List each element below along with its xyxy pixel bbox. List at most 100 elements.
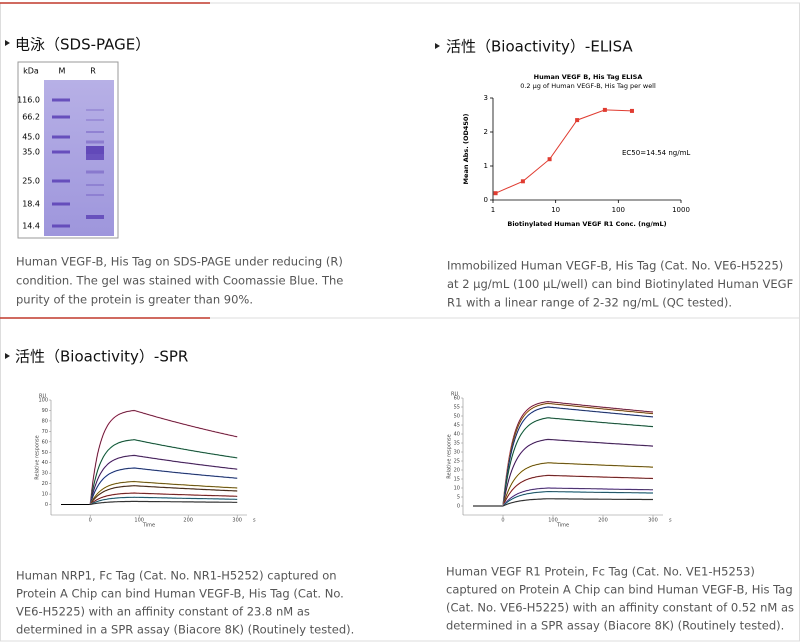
y-tick-label: 15 [454,477,460,483]
annotation: EC50=14.54 ng/mL [622,149,690,157]
y-tick-label: 50 [42,450,48,456]
y-tick-label: 80 [42,418,48,424]
sample-band [86,131,104,133]
response-curve [502,438,654,507]
fit-curve [89,439,238,505]
x-tick-label: 1 [491,206,495,214]
y-tick-label: 60 [42,439,48,445]
y-tick-label: 60 [454,396,460,402]
heading: 电泳（SDS-PAGE） [15,36,150,54]
fit-curve [89,467,238,505]
marker-label: 66.2 [22,113,40,122]
x-tick-label: 200 [183,518,193,524]
y-tick-label: 5 [457,495,460,501]
ladder-band [52,135,70,139]
x-unit: s [253,518,256,524]
caption: purity of the protein is greater than 90… [16,293,253,307]
fit-curve [502,439,654,507]
ladder-band [52,179,70,183]
marker-label: 45.0 [22,133,40,142]
caption: condition. The gel was stained with Coom… [16,274,343,288]
caption: (Cat. No. VE6-H5225) with an affinity co… [446,601,794,615]
caption: Human VEGF R1 Protein, Fc Tag (Cat. No. … [446,565,755,579]
y-tick-label: 10 [454,486,460,492]
point [547,157,552,162]
x-axis-label: Time [556,523,569,529]
y-tick-label: 0 [457,504,460,510]
y-tick-label: 55 [454,405,460,411]
x-unit: s [669,518,672,524]
lane-label: M [59,67,66,76]
x-axis-label: Biotinylated Human VEGF R1 Conc. (ng/mL) [507,220,666,228]
y-tick-label: 1 [484,162,488,170]
bullet [435,43,440,49]
x-tick-label: 100 [134,518,144,524]
x-tick-label: 0 [501,518,504,524]
bullet [5,40,10,46]
marker-label: 116.0 [17,96,40,105]
marker-label: 14.4 [22,222,40,231]
x-axis-label: Time [142,523,155,529]
lane-label: R [90,67,96,76]
y-tick-label: 20 [42,481,48,487]
caption: Human NRP1, Fc Tag (Cat. No. NR1-H5252) … [16,569,337,583]
sample-band [86,109,104,111]
y-tick-label: 40 [454,432,460,438]
y-axis-label: Relative response [35,435,41,479]
marker-label: 25.0 [22,177,40,186]
ladder-band [52,202,70,206]
fit-curve [502,401,654,507]
y-axis-label: Relative response [447,434,453,478]
fit-curve [89,410,238,505]
y-tick-label: 50 [454,414,460,420]
x-tick-label: 0 [89,518,92,524]
ladder-band [52,115,70,119]
caption: Human VEGF-B, His Tag on SDS-PAGE under … [16,255,343,269]
heading: 活性（Bioactivity）-SPR [15,348,188,366]
sample-band [86,215,104,219]
heading: 活性（Bioactivity）-ELISA [446,38,633,56]
y-tick-label: 0 [484,196,488,204]
x-tick-label: 1000 [672,206,690,214]
fit-curve [502,498,653,507]
fit-curve [502,487,653,507]
fit-curve [502,462,653,507]
y-tick-label: 30 [42,471,48,477]
fit-curve [502,406,654,507]
caption: captured on Protein A Chip can bind Huma… [446,583,793,597]
sample-band [86,170,104,174]
point [520,179,525,184]
y-tick-label: 30 [454,450,460,456]
sample-band [86,146,104,154]
x-tick-label: 100 [612,206,625,214]
x-tick-label: 200 [598,518,608,524]
bullet [5,353,10,359]
y-axis-label: Mean Abs. (OD450) [462,114,470,185]
sample-band [86,140,104,144]
y-unit: RU [451,392,458,398]
fit-curve [502,475,654,507]
fit-curve [89,455,238,505]
caption: R1 with a linear range of 2-32 ng/mL (QC… [447,296,732,310]
response-curve [502,498,653,507]
sample-band [86,119,104,121]
fit-curve [90,501,238,505]
point [575,118,580,123]
point [493,191,498,196]
ladder-band [52,98,70,102]
y-tick-label: 25 [454,459,460,465]
caption: determined in a SPR assay (Biacore 8K) (… [16,623,354,637]
y-tick-label: 10 [42,492,48,498]
sample-band [86,154,104,160]
fit-curve [502,417,654,507]
fit-curve [89,485,238,505]
y-tick-label: 2 [484,128,488,136]
x-tick-label: 300 [232,518,242,524]
x-tick-label: 10 [551,206,560,214]
point [629,108,634,113]
gel-unit: kDa [23,67,39,76]
response-curve [89,454,238,505]
caption: VE6-H5225) with an affinity constant of … [16,605,310,619]
x-tick-label: 300 [648,518,658,524]
